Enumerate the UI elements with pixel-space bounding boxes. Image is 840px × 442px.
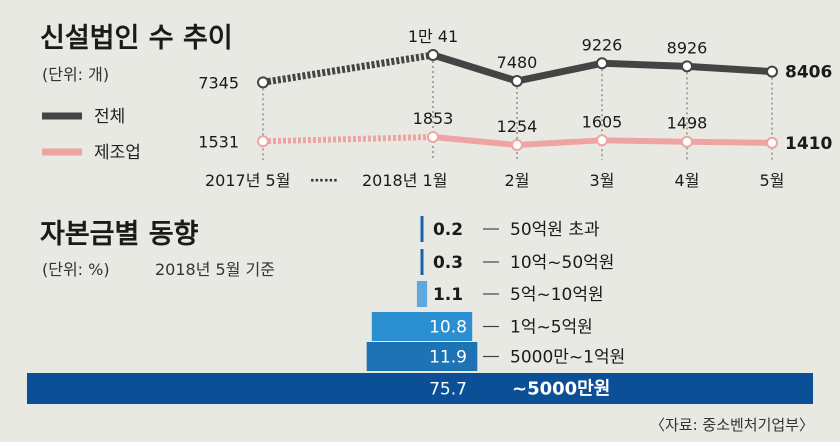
series-0-point <box>681 60 693 73</box>
legend-label-total: 전체 <box>94 107 125 127</box>
axis-gap-marker: ⋯⋯ <box>310 173 338 189</box>
x-tick-label: 3월 <box>590 171 615 190</box>
series-0-point <box>766 65 778 78</box>
bar <box>420 216 424 242</box>
series-0-value-label: 9226 <box>582 35 623 54</box>
series-0-point <box>596 57 608 70</box>
line-chart-title: 신설법인 수 추이 <box>40 23 233 54</box>
x-tick-label: 2017년 5월 <box>205 171 290 190</box>
series-1-point <box>766 136 778 149</box>
series-1-point <box>257 135 269 148</box>
capital-bar-chart: 자본금별 동향 (단위: %) 2018년 5월 기준 0.2 50억원 초과0.… <box>27 216 813 404</box>
series-1-point <box>681 135 693 148</box>
bar-value-label: 75.7 <box>429 380 467 400</box>
bar-category-label: 1억~5억원 <box>510 318 593 338</box>
bar <box>366 342 478 371</box>
bar <box>371 312 473 341</box>
x-tick-label: 5월 <box>760 171 785 190</box>
series-1-value-label: 1853 <box>413 109 454 128</box>
bar-value-label: 1.1 <box>433 285 463 305</box>
series-0-value-label: 8926 <box>667 38 708 57</box>
bar-category-label: ~5000만원 <box>512 379 610 400</box>
legend: 전체 제조업 <box>42 107 141 163</box>
series-1-value-label: 1605 <box>582 112 623 131</box>
bar-category-label: 50억원 초과 <box>510 220 600 240</box>
bar <box>416 281 428 307</box>
bar-category-label: 5000만~1억원 <box>510 348 625 368</box>
line-value-labels: 7345 1만 41 7480 9226 8926 8406 1531 1853 1254 160… <box>198 27 832 154</box>
bar-chart-unit: (단위: %) <box>42 260 110 279</box>
bar-chart-subtitle: 2018년 5월 기준 <box>155 260 275 279</box>
bar-value-label: 0.2 <box>433 220 463 240</box>
bar <box>420 249 424 275</box>
bar-category-label: 5억~10억원 <box>510 285 604 305</box>
series-1-point <box>596 134 608 147</box>
series-0-value-label: 1만 41 <box>408 27 458 46</box>
series-1-point <box>427 131 439 143</box>
bar-value-label: 0.3 <box>433 253 463 273</box>
series-1-value-label: 1531 <box>198 132 239 151</box>
bar <box>27 373 813 404</box>
new-corporations-line-chart: 신설법인 수 추이 (단위: 개) 전체 제조업 7345 1만 41 7480 92… <box>40 23 832 190</box>
line-points <box>257 49 778 151</box>
series-1-point <box>511 139 523 151</box>
source-note: 〈자료: 중소벤처기업부〉 <box>650 416 814 434</box>
series-1-value-label: 1410 <box>785 134 832 154</box>
bars: 0.2 50억원 초과 0.3 10억~50억원 1.1 5억~10억원 10.8 1억~5억… <box>27 216 813 404</box>
series-1-value-label: 1254 <box>497 117 538 136</box>
series-0-value-label: 8406 <box>785 63 832 83</box>
series-0-point <box>511 75 523 87</box>
x-tick-label: 4월 <box>675 171 700 190</box>
x-tick-label: 2018년 1월 <box>362 171 447 190</box>
series-0-gap-segment <box>262 51 434 86</box>
series-1-value-label: 1498 <box>667 114 708 133</box>
bar-category-label: 10억~50억원 <box>510 253 614 273</box>
bar-chart-title: 자본금별 동향 <box>40 219 199 250</box>
series-0-value-label: 7480 <box>497 53 538 72</box>
series-1-gap-segment <box>262 134 434 145</box>
bar-value-label: 11.9 <box>429 348 467 368</box>
x-tick-label: 2월 <box>505 171 530 190</box>
legend-label-manufacturing: 제조업 <box>94 143 141 163</box>
line-chart-unit: (단위: 개) <box>42 65 109 84</box>
series-0-point <box>257 76 269 89</box>
line-x-axis: 2017년 5월 2018년 1월 2월 3월 4월 5월 ⋯⋯ <box>205 171 784 190</box>
series-0-point <box>427 49 439 61</box>
bar-value-label: 10.8 <box>429 318 467 338</box>
series-0-value-label: 7345 <box>198 73 239 92</box>
